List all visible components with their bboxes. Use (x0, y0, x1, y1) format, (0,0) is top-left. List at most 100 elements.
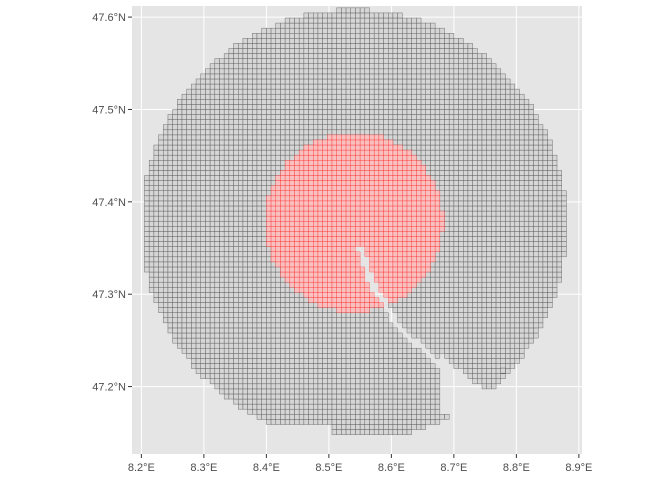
grid-cell (416, 408, 422, 415)
grid-cell (523, 119, 530, 125)
grid-cell (158, 185, 164, 191)
grid-cell (345, 27, 351, 34)
grid-cell (556, 185, 562, 191)
grid-cell (481, 312, 487, 319)
grid-cell (308, 368, 314, 374)
grid-cell (439, 33, 445, 39)
grid-cell (420, 93, 426, 100)
grid-cell (453, 256, 459, 263)
grid-cell (364, 332, 370, 339)
highlighted-grid-cell (289, 261, 295, 268)
grid-cell (523, 139, 530, 146)
grid-cell (477, 190, 483, 197)
highlighted-grid-cell (294, 246, 300, 252)
grid-cell (158, 246, 164, 252)
grid-cell (411, 327, 417, 334)
grid-cell (444, 129, 450, 136)
grid-cell (458, 104, 464, 110)
grid-cell (359, 317, 366, 324)
grid-cell (327, 332, 333, 339)
grid-cell (364, 12, 370, 19)
grid-cell (402, 347, 408, 354)
grid-cell (345, 48, 351, 54)
grid-cell (477, 276, 483, 283)
grid-cell (448, 287, 455, 293)
grid-cell (308, 302, 314, 308)
grid-cell (336, 83, 342, 90)
grid-cell (247, 165, 253, 171)
grid-cell (402, 17, 408, 24)
grid-cell (373, 398, 380, 405)
grid-cell (205, 332, 211, 339)
grid-cell (242, 88, 248, 95)
grid-cell (453, 149, 459, 156)
grid-cell (402, 22, 408, 29)
grid-cell (200, 165, 206, 171)
grid-cell (364, 327, 370, 334)
grid-cell (411, 398, 417, 405)
grid-cell (411, 129, 417, 136)
grid-cell (369, 393, 375, 400)
grid-cell (392, 88, 398, 95)
grid-cell (261, 388, 267, 395)
grid-cell (200, 241, 206, 247)
grid-cell (458, 241, 464, 247)
grid-cell (266, 78, 272, 85)
grid-cell (289, 312, 295, 319)
grid-cell (158, 266, 164, 273)
grid-cell (209, 276, 216, 283)
grid-cell (514, 337, 520, 344)
grid-cell (402, 403, 408, 410)
grid-cell (509, 327, 516, 334)
grid-cell (266, 302, 272, 308)
grid-cell (561, 215, 567, 222)
grid-cell (247, 332, 253, 339)
grid-cell (195, 332, 201, 339)
grid-cell (378, 419, 384, 425)
grid-cell (388, 424, 394, 430)
grid-cell (519, 287, 525, 293)
grid-cell (252, 129, 258, 136)
grid-cell (303, 398, 309, 405)
grid-cell (458, 160, 464, 166)
grid-cell (228, 160, 234, 166)
grid-cell (256, 129, 262, 136)
grid-cell (359, 327, 366, 334)
grid-cell (195, 363, 201, 369)
grid-cell (336, 403, 342, 410)
grid-cell (439, 160, 445, 166)
grid-cell (284, 307, 291, 313)
grid-cell (163, 124, 169, 131)
grid-cell (200, 342, 206, 349)
grid-cell (355, 124, 361, 131)
grid-cell (397, 68, 403, 75)
grid-cell (355, 38, 361, 44)
grid-cell (327, 393, 333, 400)
grid-cell (303, 139, 309, 146)
grid-cell (519, 347, 525, 354)
highlighted-grid-cell (275, 236, 281, 242)
grid-cell (425, 378, 431, 385)
grid-cell (331, 347, 337, 354)
grid-cell (542, 220, 548, 227)
grid-cell (191, 195, 197, 202)
grid-cell (252, 63, 258, 70)
grid-cell (495, 129, 501, 136)
grid-cell (505, 307, 511, 313)
grid-cell (336, 429, 342, 435)
grid-cell (547, 276, 553, 283)
grid-cell (378, 43, 384, 49)
grid-cell (284, 53, 291, 59)
grid-cell (486, 322, 492, 329)
grid-cell (486, 241, 492, 247)
grid-cell (514, 302, 520, 308)
grid-cell (453, 236, 459, 242)
grid-cell (327, 363, 333, 369)
grid-cell (313, 129, 319, 136)
grid-cell (491, 276, 497, 283)
grid-cell (336, 22, 342, 29)
grid-cell (186, 104, 192, 110)
grid-cell (280, 58, 286, 64)
grid-cell (397, 368, 403, 374)
grid-cell (228, 78, 234, 85)
